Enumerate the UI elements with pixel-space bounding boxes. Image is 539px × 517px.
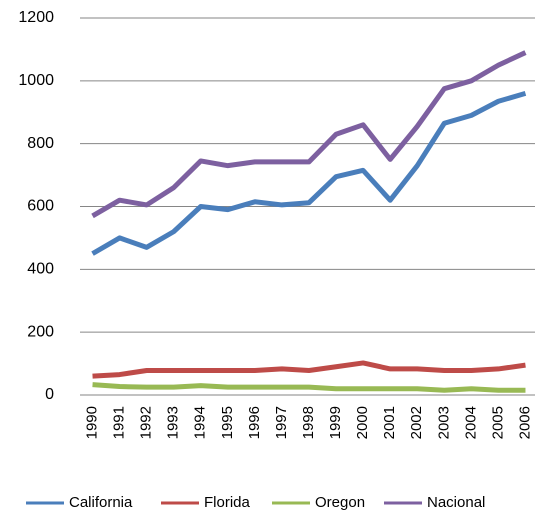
x-tick-label: 1997 (273, 406, 290, 439)
y-tick-label: 800 (27, 135, 54, 152)
y-tick-label: 400 (27, 261, 54, 278)
series-line (92, 360, 526, 379)
x-tick-label: 2002 (408, 406, 425, 439)
x-tick-label: 1993 (165, 406, 182, 439)
x-tick-label: 1992 (138, 406, 155, 439)
legend-label: Nacional (427, 494, 485, 511)
x-tick-label: 1990 (83, 406, 100, 439)
x-tick-label: 1995 (219, 406, 236, 439)
y-tick-label: 1200 (18, 9, 54, 26)
series-line (91, 50, 527, 219)
x-tick-label: 2004 (462, 406, 479, 439)
x-tick-label: 1991 (111, 406, 128, 439)
y-tick-label: 200 (27, 323, 54, 340)
series-line (92, 382, 526, 393)
x-tick-label: 2001 (381, 406, 398, 439)
series-line (91, 90, 527, 256)
x-tick-label: 1996 (246, 406, 263, 439)
x-tick-label: 2006 (516, 406, 533, 439)
y-tick-label: 0 (45, 386, 54, 403)
y-tick-label: 600 (27, 198, 54, 215)
y-tick-label: 1000 (18, 72, 54, 89)
x-tick-label: 2003 (435, 406, 452, 439)
x-tick-label: 1998 (300, 406, 317, 439)
x-tick-label: 1994 (192, 406, 209, 439)
legend-label: Florida (204, 494, 251, 511)
x-tick-label: 2005 (489, 406, 506, 439)
legend-label: Oregon (315, 494, 365, 511)
legend-label: California (69, 494, 133, 511)
x-tick-label: 2000 (354, 406, 371, 439)
x-tick-label: 1999 (327, 406, 344, 439)
